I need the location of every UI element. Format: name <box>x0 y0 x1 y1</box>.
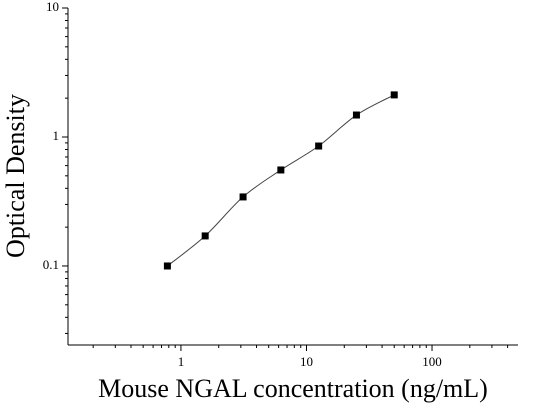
point <box>239 193 247 201</box>
y-tick-label: 10 <box>46 0 59 14</box>
y-tick-label: 0.1 <box>43 257 59 272</box>
point <box>390 91 398 99</box>
x-tick-label: 10 <box>300 354 313 369</box>
point <box>315 142 323 150</box>
point <box>352 111 360 119</box>
fit-line <box>167 94 395 267</box>
point <box>163 262 171 270</box>
point <box>201 232 209 240</box>
point <box>277 166 285 174</box>
y-axis-title: Optical Density <box>1 94 30 258</box>
x-axis-title: Mouse NGAL concentration (ng/mL) <box>98 374 488 403</box>
x-tick-label: 1 <box>178 354 185 369</box>
x-tick-label: 100 <box>422 354 442 369</box>
y-tick-label: 1 <box>53 128 60 143</box>
